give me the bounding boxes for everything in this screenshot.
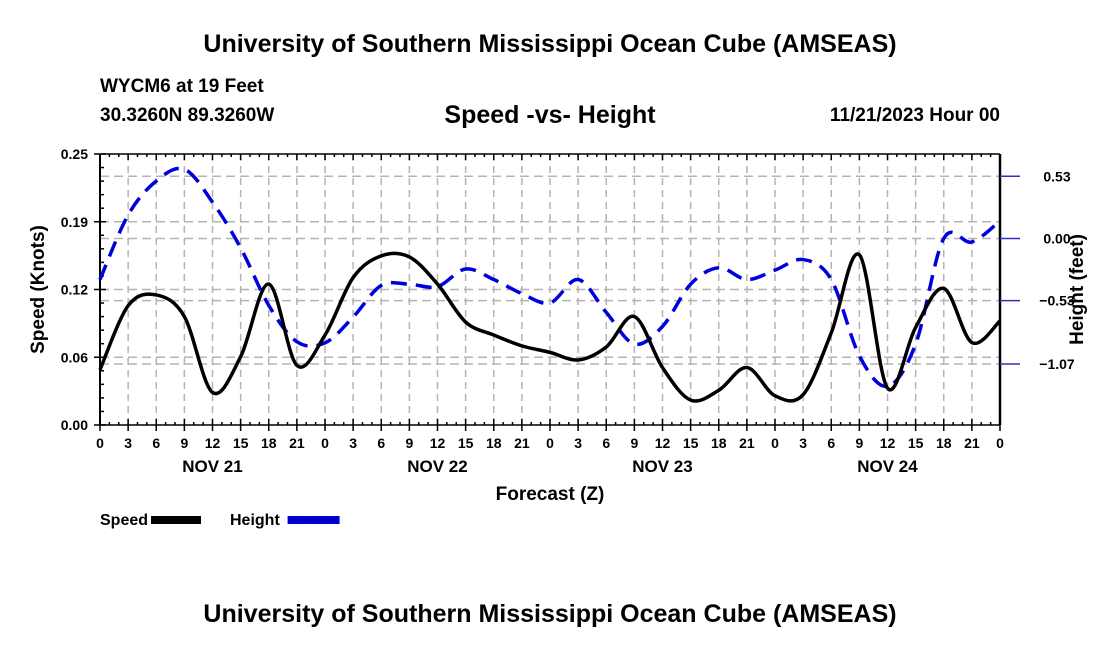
y-tick-label: 0.19 (61, 214, 88, 230)
x-tick-label: 21 (514, 435, 530, 451)
y-tick-label: 0.12 (61, 282, 88, 298)
x-tick-label: 15 (458, 435, 474, 451)
axis-labels: 0 3 6 9 12 15 18 21 0 3 6 9 12 15 18 21 0 3 6 9 12 15 18 21 0 3 6 9… (28, 146, 1088, 505)
x-tick-label: 15 (683, 435, 699, 451)
y-tick-label: 0.25 (61, 146, 88, 162)
x-tick-label: 9 (180, 435, 188, 451)
x-tick-label: 0 (546, 435, 554, 451)
x-tick-label: 18 (261, 435, 277, 451)
y2-axis-title: Height (feet) (1067, 234, 1088, 345)
y2-tick-label: 0.53 (1043, 168, 1070, 184)
y-axis-title: Speed (Knots) (28, 225, 49, 354)
x-tick-label: 9 (630, 435, 638, 451)
x-tick-label: 9 (405, 435, 413, 451)
series-group (98, 166, 1002, 403)
bottom-title: University of Southern Mississippi Ocean… (203, 600, 897, 628)
x-tick-label: 12 (655, 435, 671, 451)
x-tick-label: 3 (349, 435, 357, 451)
legend: Speed Height (100, 512, 340, 529)
x-tick-label: 6 (377, 435, 385, 451)
legend-label-height: Height (230, 512, 280, 529)
x-tick-label: 18 (711, 435, 727, 451)
legend-swatch-height (287, 516, 340, 524)
y-tick-label: 0.00 (61, 417, 88, 433)
x-tick-label: 9 (855, 435, 863, 451)
x-tick-label: 12 (205, 435, 221, 451)
legend-swatch-speed (151, 516, 201, 524)
x-tick-label: 6 (152, 435, 160, 451)
x-tick-label: 6 (827, 435, 835, 451)
x-tick-label: 21 (739, 435, 755, 451)
x-tick-label: 21 (964, 435, 980, 451)
x-tick-label: 21 (289, 435, 305, 451)
station-label: WYCM6 at 19 Feet (100, 76, 264, 97)
x-tick-label: 0 (771, 435, 779, 451)
date-label: NOV 23 (632, 457, 692, 476)
x-axis-title: Forecast (Z) (496, 484, 605, 505)
main-title: University of Southern Mississippi Ocean… (203, 30, 897, 58)
y2-tick-label: 0.00 (1043, 230, 1070, 246)
x-tick-label: 3 (799, 435, 807, 451)
date-label: NOV 24 (857, 457, 918, 476)
x-tick-label: 3 (574, 435, 582, 451)
x-tick-label: 18 (486, 435, 502, 451)
axes (94, 153, 1020, 431)
y-tick-label: 0.06 (61, 349, 88, 365)
grid (100, 154, 1000, 425)
y2-tick-label: −1.07 (1039, 356, 1075, 372)
x-tick-label: 0 (996, 435, 1004, 451)
y2-tick-label: −0.53 (1039, 293, 1075, 309)
x-tick-label: 0 (321, 435, 329, 451)
legend-label-speed: Speed (100, 512, 148, 529)
x-tick-label: 0 (96, 435, 104, 451)
x-tick-label: 15 (908, 435, 924, 451)
x-tick-label: 18 (936, 435, 952, 451)
x-tick-label: 6 (602, 435, 610, 451)
date-label: NOV 22 (407, 457, 467, 476)
date-label: NOV 21 (182, 457, 242, 476)
chart-title: Speed -vs- Height (444, 101, 656, 129)
forecast-datetime: 11/21/2023 Hour 00 (829, 105, 1000, 126)
x-tick-label: 3 (124, 435, 132, 451)
x-tick-label: 12 (880, 435, 896, 451)
x-tick-label: 15 (233, 435, 249, 451)
coordinates-label: 30.3260N 89.3260W (100, 105, 275, 126)
x-tick-label: 12 (430, 435, 446, 451)
series-line-height (98, 166, 1002, 389)
